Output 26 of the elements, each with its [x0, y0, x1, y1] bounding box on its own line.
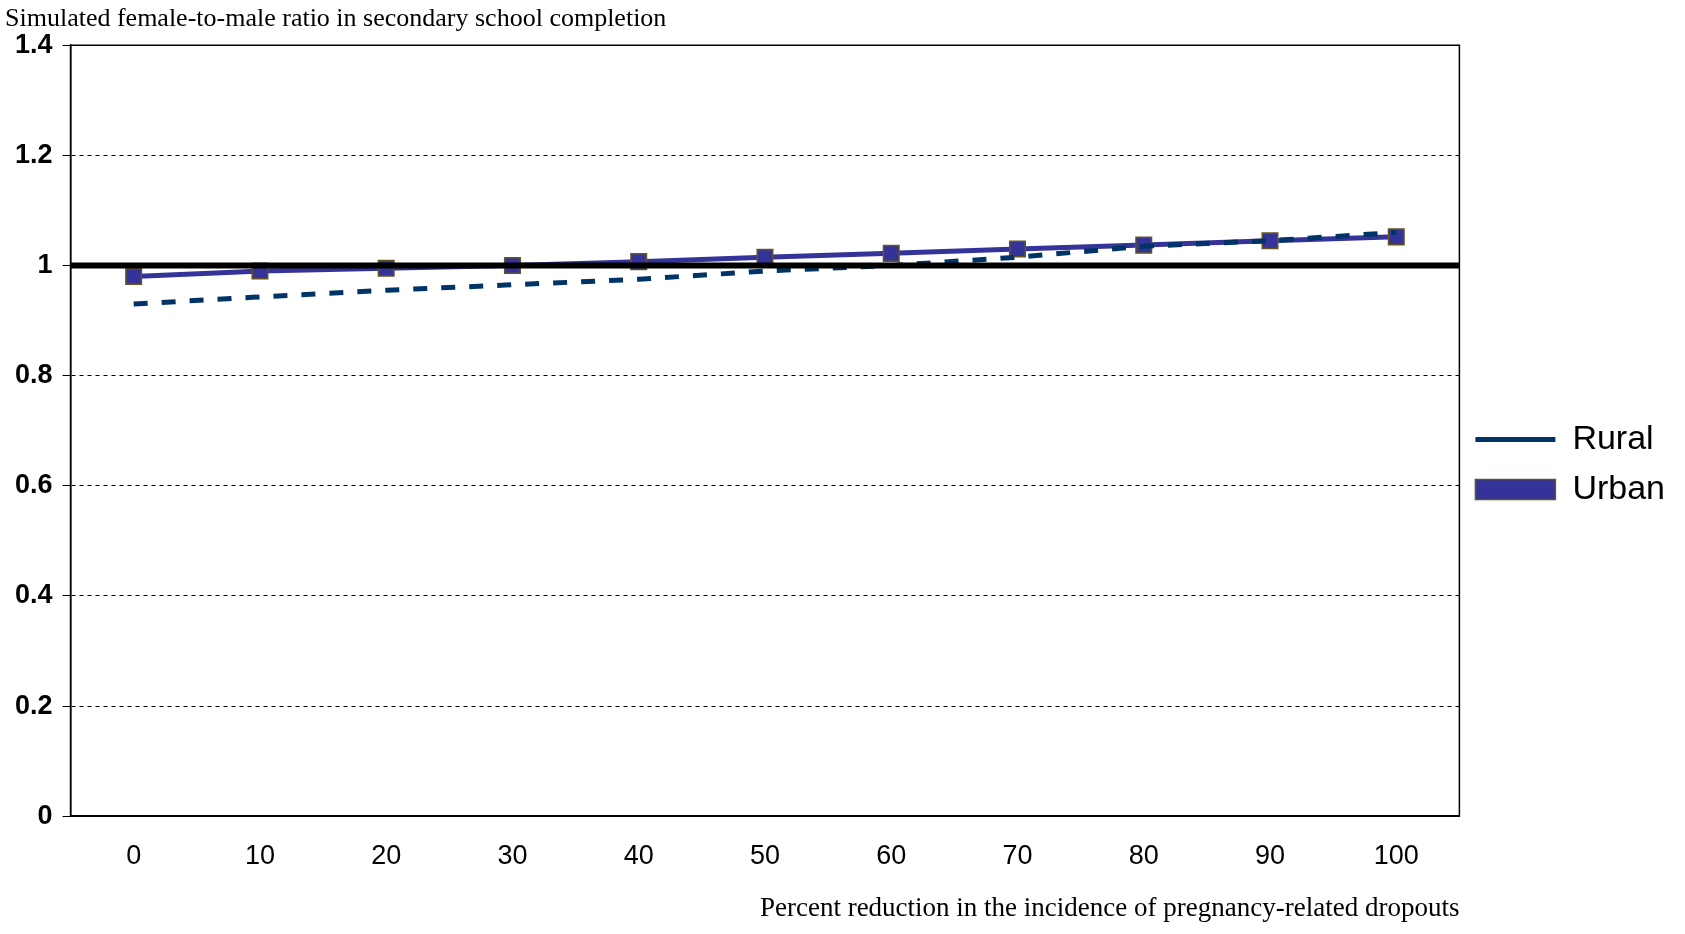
legend-label: Urban	[1572, 467, 1666, 506]
x-tick-label: 10	[244, 839, 275, 870]
legend-label: Rural	[1572, 417, 1654, 456]
point	[882, 244, 900, 262]
y-tick-label: 0.4	[14, 579, 53, 610]
y-tick-label: 0.8	[14, 359, 53, 390]
x-axis-title: Percent reduction in the incidence of pregnancy-related dropouts	[759, 891, 1460, 922]
point	[1008, 240, 1027, 258]
x-tick-label: 70	[1002, 839, 1033, 870]
x-tick-label: 20	[371, 839, 402, 870]
point	[1261, 232, 1279, 250]
y-tick-label: 0.6	[14, 469, 53, 500]
x-tick-label: 0	[126, 839, 142, 870]
point	[1387, 228, 1405, 246]
y-tick-label: 1.2	[14, 138, 53, 169]
point	[125, 267, 143, 286]
x-tick-label: 50	[749, 839, 780, 870]
y-tick-label: 0	[37, 799, 53, 830]
x-tick-label: 100	[1373, 839, 1419, 870]
y-tick-label: 0.2	[14, 689, 53, 720]
x-tick-label: 30	[497, 839, 528, 870]
y-tick-label: 1	[37, 248, 53, 279]
x-tick-label: 80	[1128, 839, 1159, 870]
x-tick-label: 90	[1254, 839, 1286, 870]
x-tick-label: 40	[623, 839, 654, 870]
x-tick-label: 60	[876, 839, 907, 870]
